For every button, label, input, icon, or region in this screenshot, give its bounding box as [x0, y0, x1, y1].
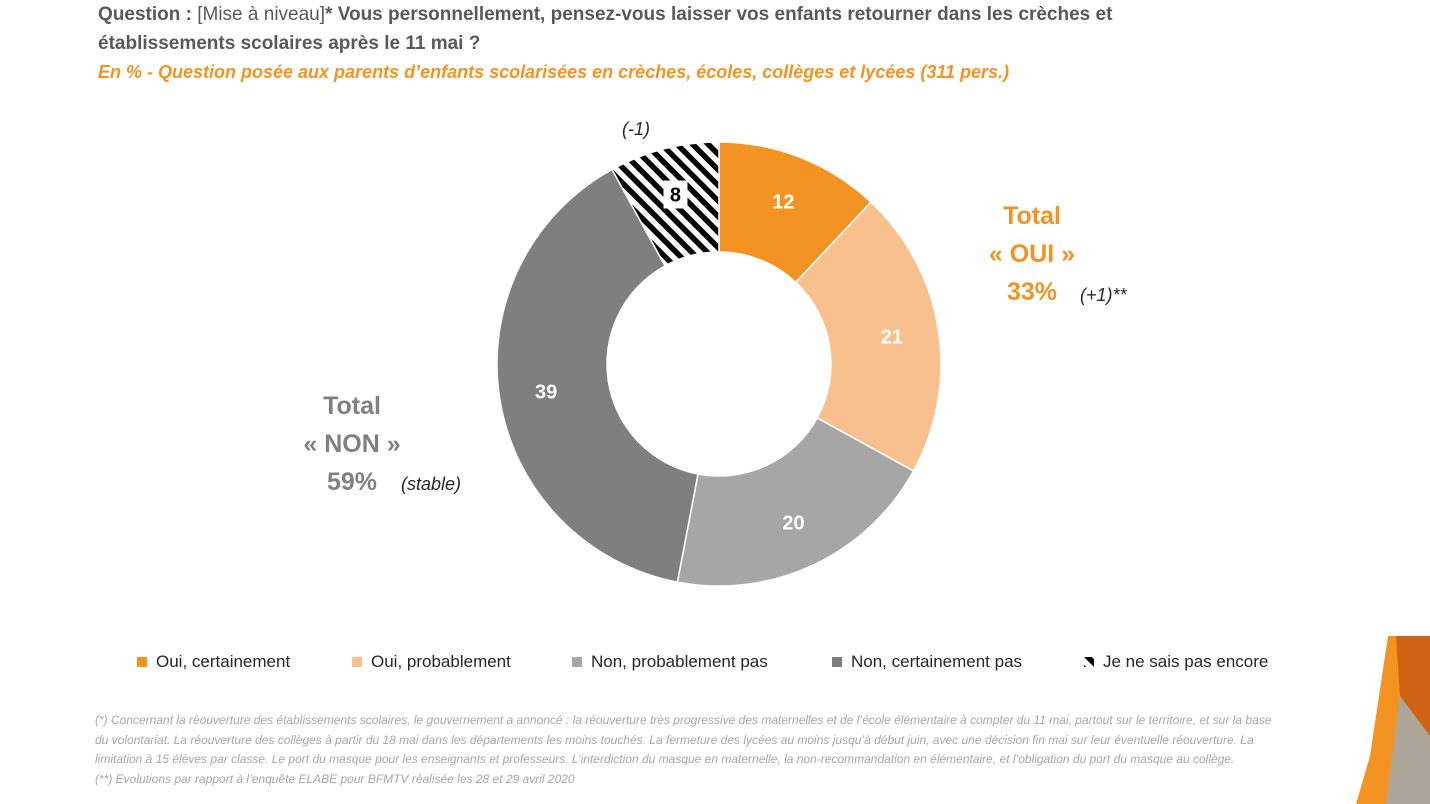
- legend-swatch-hatched: [1084, 657, 1094, 667]
- hatch-label-background: [663, 180, 688, 209]
- slice-value-label: 39: [535, 381, 557, 403]
- total-non-value: 59%: [326, 468, 378, 496]
- legend-swatch: [832, 657, 842, 667]
- total-non-label: Total: [323, 392, 381, 420]
- question-line-2: établissements scolaires après le 11 mai…: [98, 33, 481, 54]
- legend-item-je-ne-sais-pas: Je ne sais pas encore: [1084, 652, 1268, 672]
- logo-dark-shape: [1396, 636, 1430, 736]
- slice-non-certainement-pas: [496, 168, 699, 583]
- dont-know-evolution-annotation: (-1): [622, 119, 650, 139]
- question-text: * Vous personnellement, pensez-vous lais…: [325, 4, 1113, 25]
- slice-oui-probablement: [794, 201, 942, 472]
- question-prefix: Question :: [98, 4, 198, 25]
- footnote-1: (*) Concernant la réouverture des établi…: [95, 713, 1272, 766]
- slice-value-label: 21: [881, 327, 903, 349]
- legend-label: Je ne sais pas encore: [1103, 652, 1269, 671]
- total-oui-value: 33%: [1006, 278, 1058, 306]
- total-oui-evolution: (+1)**: [1080, 285, 1127, 305]
- donut-chart: 12 21 20 39 8: [496, 141, 942, 587]
- footnotes: (*) Concernant la réouverture des établi…: [95, 711, 1285, 789]
- footnote-2: (**) Evolutions par rapport à l’enquête …: [95, 771, 575, 786]
- total-oui-label: Total: [1003, 202, 1061, 230]
- legend-swatch: [352, 657, 362, 667]
- legend-label: Non, certainement pas: [851, 652, 1023, 671]
- legend-label: Oui, certainement: [156, 652, 291, 671]
- slice-value-label: 20: [782, 512, 804, 534]
- total-non-block: Total « NON » 59%: [282, 387, 422, 501]
- chart-subtitle: En % - Question posée aux parents d’enfa…: [98, 62, 1010, 82]
- donut-slices: 12 21 20 39 8: [496, 141, 942, 587]
- legend-label: Non, probablement pas: [591, 652, 768, 671]
- total-non-evolution: (stable): [401, 474, 462, 494]
- legend-item-oui-probablement: Oui, probablement: [352, 652, 511, 672]
- legend-swatch: [137, 657, 147, 667]
- logo-grey-shape: [1386, 696, 1430, 804]
- total-oui-name: « OUI »: [988, 240, 1076, 268]
- total-oui-block: Total « OUI » 33%: [962, 197, 1102, 311]
- total-non-name: « NON »: [303, 430, 401, 458]
- legend-item-non-certainement-pas: Non, certainement pas: [832, 652, 1022, 672]
- chart-legend: Oui, certainement Oui, probablement Non,…: [0, 652, 1430, 676]
- legend-label: Oui, probablement: [371, 652, 511, 671]
- legend-item-oui-certainement: Oui, certainement: [137, 652, 290, 672]
- slice-value-label: 8: [670, 184, 681, 206]
- legend-item-non-probablement-pas: Non, probablement pas: [572, 652, 768, 672]
- slice-non-probablement-pas: [676, 416, 915, 587]
- question-tag: [Mise à niveau]: [197, 4, 326, 25]
- question-line-1: Question : [Mise à niveau]* Vous personn…: [98, 4, 1112, 26]
- slice-value-label: 12: [772, 191, 794, 213]
- legend-swatch: [572, 657, 582, 667]
- brand-logo: [1356, 636, 1430, 804]
